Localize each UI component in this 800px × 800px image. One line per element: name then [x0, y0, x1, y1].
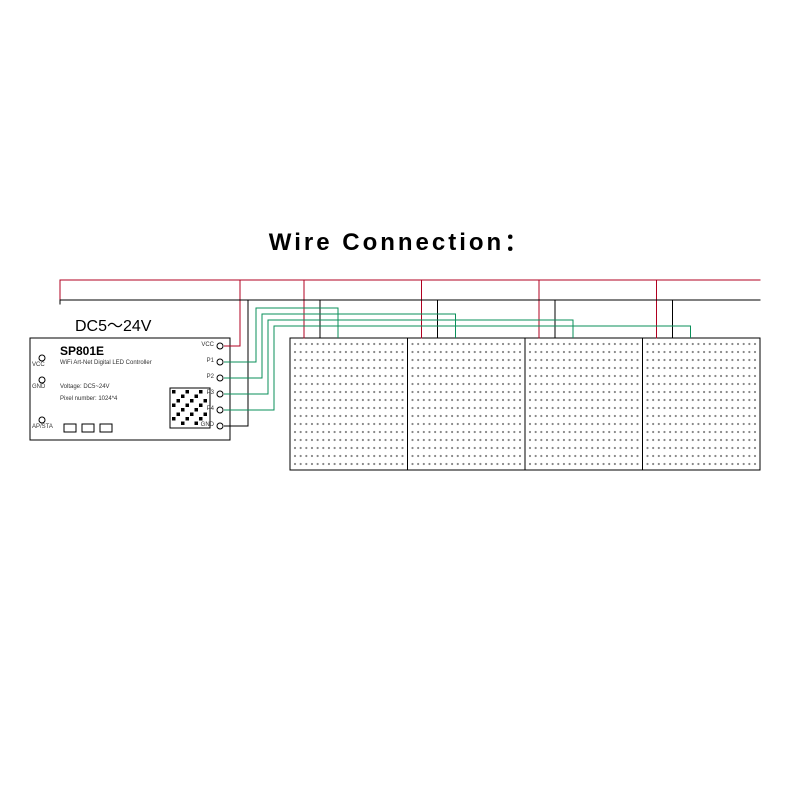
right-pin-vcc: VCC [196, 342, 214, 348]
controller-voltage: Voltage: DC5~24V [60, 384, 110, 390]
right-pin-p4: P4 [196, 406, 214, 412]
right-pin-gnd: GND [196, 422, 214, 428]
controller-pixels: Pixel number: 1024*4 [60, 396, 117, 402]
diagram-title: Wire Connection： [0, 222, 800, 257]
left-pin-ap/sta: AP/STA [32, 424, 53, 430]
voltage-label: DC5～24V [75, 312, 151, 336]
right-pin-p1: P1 [196, 358, 214, 364]
right-pin-p2: P2 [196, 374, 214, 380]
controller-model: SP801E [60, 344, 104, 358]
controller-subtitle: WiFi Art-Net Digital LED Controller [60, 360, 152, 366]
right-pin-p3: P3 [196, 390, 214, 396]
left-pin-vcc: VCC [32, 362, 45, 368]
left-pin-gnd: GND [32, 384, 45, 390]
